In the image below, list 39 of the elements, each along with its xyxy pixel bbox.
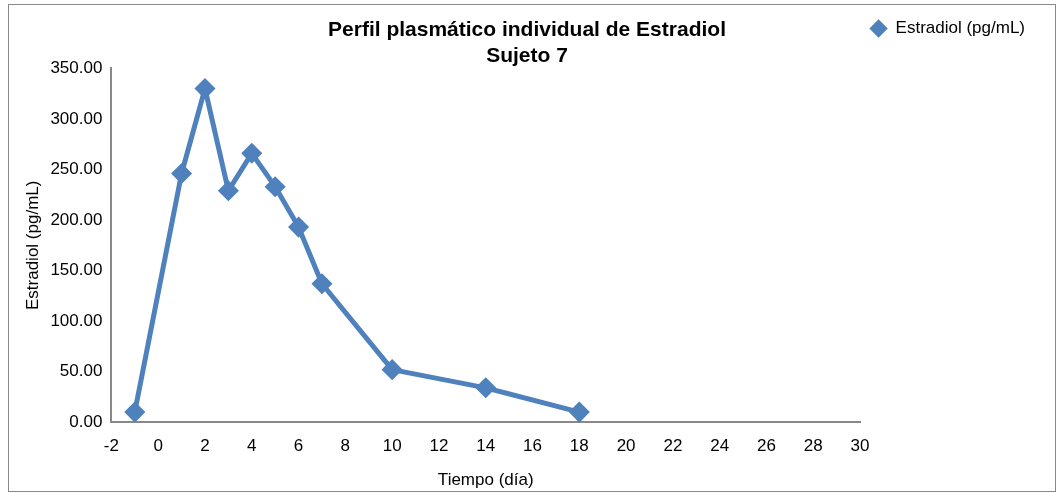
x-tick-label: 2 <box>200 436 210 456</box>
x-tick-label: 30 <box>850 436 870 456</box>
point <box>172 164 192 184</box>
point <box>289 217 309 237</box>
y-tick-label: 150.00 <box>50 260 103 280</box>
x-tick-label: 28 <box>803 436 823 456</box>
y-tick-label: 250.00 <box>50 159 103 179</box>
x-tick-label: 18 <box>569 436 589 456</box>
x-tick-label: 0 <box>153 436 163 456</box>
y-tick-label: 300.00 <box>50 108 103 128</box>
legend-label: Estradiol (pg/mL) <box>895 18 1025 38</box>
point <box>242 143 262 163</box>
x-tick-label: 10 <box>382 436 402 456</box>
point <box>218 181 238 201</box>
x-tick-label: 8 <box>340 436 351 456</box>
y-tick-label: 350.00 <box>50 58 103 78</box>
x-tick-label: 4 <box>247 436 257 456</box>
x-tick-label: 14 <box>476 436 496 456</box>
x-axis-title: Tiempo (día) <box>437 470 534 490</box>
x-tick-label: 26 <box>757 436 776 456</box>
y-tick-label: 0.00 <box>69 411 103 431</box>
x-tick-label: 12 <box>429 436 449 456</box>
y-tick-label: 50.00 <box>59 361 103 381</box>
point <box>125 402 145 422</box>
x-tick-label: 24 <box>710 436 730 456</box>
point <box>312 274 332 294</box>
point <box>265 177 285 197</box>
y-tick-label: 200.00 <box>50 209 103 229</box>
x-tick-label: 6 <box>293 436 304 456</box>
y-axis-title: Estradiol (pg/mL) <box>22 180 42 311</box>
point <box>569 402 589 422</box>
y-tick-label: 100.00 <box>50 310 103 330</box>
point <box>382 360 402 380</box>
chart-title: Perfil plasmático individual de Estradiol Sujeto 7 <box>328 17 726 66</box>
point <box>476 378 496 398</box>
x-tick-label: 16 <box>523 436 542 456</box>
x-tick-label: 22 <box>663 436 683 456</box>
x-tick-label: -2 <box>103 436 119 456</box>
x-tick-label: 20 <box>616 436 636 456</box>
